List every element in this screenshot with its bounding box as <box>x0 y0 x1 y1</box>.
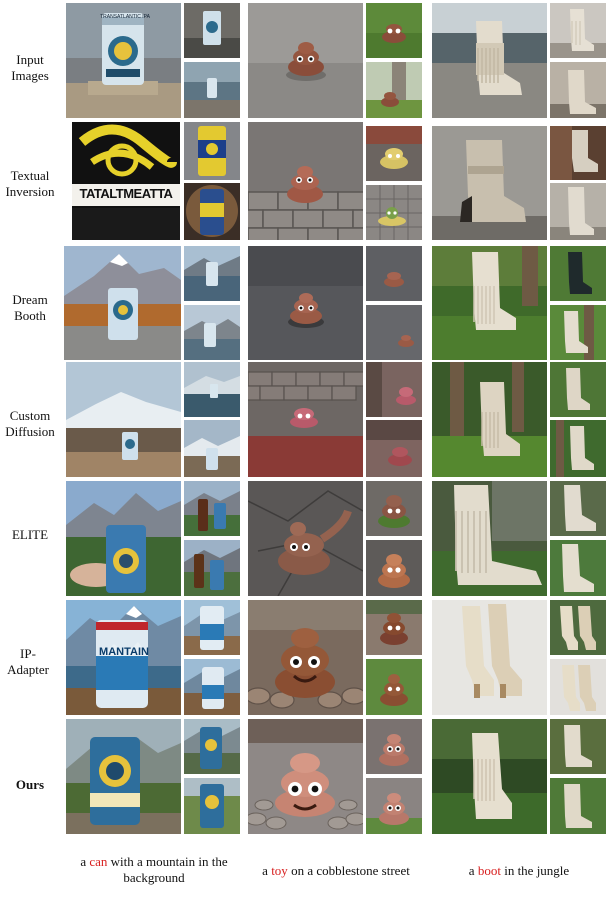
elite-boot-thumb-2 <box>550 540 606 596</box>
row-label-elite: ELITE <box>11 527 49 542</box>
custom-diffusion-boot-main-image <box>432 362 547 477</box>
ours-toy-thumb-1 <box>366 719 422 774</box>
input-toy-main-image <box>248 3 363 118</box>
caption-toy: a toy on a cobblestone street <box>262 863 410 878</box>
ours-can-thumb-1 <box>184 719 240 774</box>
ours-can-thumb-2 <box>184 778 240 834</box>
row-label-ours: Ours <box>15 777 45 792</box>
input-boot-thumb-2 <box>550 62 606 118</box>
input-toy-thumb-1 <box>366 3 422 58</box>
input-can-thumb-2 <box>184 62 240 118</box>
custom-diffusion-toy-thumb-1 <box>366 362 422 417</box>
textual-inversion-can-thumb-1 <box>184 122 240 180</box>
caption-toy-highlight: toy <box>271 863 288 878</box>
ours-toy-main-image <box>248 719 363 834</box>
dream-booth-boot-thumb-1 <box>550 246 606 301</box>
ip-adapter-toy-thumb-1 <box>366 600 422 655</box>
input-boot-thumb-1 <box>550 3 606 58</box>
input-boot-main-image <box>432 3 547 118</box>
input-toy-thumb-2 <box>366 62 422 118</box>
elite-toy-thumb-1 <box>366 481 422 536</box>
textual-inversion-can-text: TATALTMEATTA <box>79 186 173 201</box>
custom-diffusion-toy-thumb-2 <box>366 420 422 477</box>
textual-inversion-toy-thumb-1 <box>366 126 422 181</box>
ip-adapter-can-thumb-2 <box>184 659 240 715</box>
elite-boot-thumb-1 <box>550 481 606 536</box>
textual-inversion-boot-thumb-2 <box>550 183 606 240</box>
ip-adapter-can-main-image <box>66 600 181 715</box>
input-can-thumb-1 <box>184 3 240 58</box>
row-label-ip-adapter: IP-Adapter <box>7 646 49 677</box>
input-can-main-image <box>66 3 181 118</box>
textual-inversion-boot-thumb-1 <box>550 126 606 180</box>
textual-inversion-toy-main-image <box>248 122 363 240</box>
custom-diffusion-toy-main-image <box>248 362 363 477</box>
ours-boot-thumb-2 <box>550 778 606 834</box>
elite-can-thumb-1 <box>184 481 240 536</box>
ip-adapter-toy-thumb-2 <box>366 659 422 715</box>
ip-adapter-can-text: MANTAIN <box>99 646 149 658</box>
custom-diffusion-boot-thumb-1 <box>550 362 606 417</box>
dream-booth-toy-thumb-2 <box>366 305 422 360</box>
elite-toy-main-image <box>248 481 363 596</box>
row-label-input-images: Input Images <box>11 52 49 83</box>
textual-inversion-can-main-image <box>72 122 180 240</box>
textual-inversion-toy-thumb-2 <box>366 185 422 240</box>
ip-adapter-can-thumb-1 <box>184 600 240 655</box>
elite-toy-thumb-2 <box>366 540 422 596</box>
caption-boot: a boot in the jungle <box>468 863 570 878</box>
custom-diffusion-can-thumb-2 <box>184 420 240 477</box>
caption-can-highlight: can <box>89 854 108 869</box>
row-label-textual-inversion: Textual Inversion <box>5 168 55 199</box>
ours-boot-main-image <box>432 719 547 834</box>
ip-adapter-boot-main-image <box>432 600 547 715</box>
textual-inversion-boot-main-image <box>432 126 547 240</box>
dream-booth-boot-main-image <box>432 246 547 360</box>
ours-toy-thumb-2 <box>366 778 422 834</box>
ip-adapter-boot-thumb-2 <box>550 659 606 715</box>
custom-diffusion-boot-thumb-2 <box>550 420 606 477</box>
ip-adapter-boot-thumb-1 <box>550 600 606 655</box>
dream-booth-can-main-image <box>64 246 181 360</box>
row-label-custom-diffusion: Custom Diffusion <box>5 408 55 439</box>
ip-adapter-toy-main-image <box>248 600 363 715</box>
dream-booth-toy-main-image <box>248 246 363 360</box>
caption-boot-highlight: boot <box>477 863 501 878</box>
custom-diffusion-can-main-image <box>66 362 181 477</box>
custom-diffusion-can-thumb-1 <box>184 362 240 417</box>
dream-booth-can-thumb-1 <box>184 246 240 301</box>
dream-booth-boot-thumb-2 <box>550 305 606 360</box>
input-can-text: TRANSATLANTIC IPA <box>100 14 150 20</box>
elite-can-main-image <box>66 481 181 596</box>
elite-can-thumb-2 <box>184 540 240 596</box>
elite-boot-main-image <box>432 481 547 596</box>
dream-booth-can-thumb-2 <box>184 305 240 360</box>
row-label-dream-booth: Dream Booth <box>12 292 48 323</box>
textual-inversion-can-thumb-2 <box>184 183 240 240</box>
ours-can-main-image <box>66 719 181 834</box>
caption-can: a can with a mountain in the background <box>80 854 228 885</box>
ours-boot-thumb-1 <box>550 719 606 774</box>
dream-booth-toy-thumb-1 <box>366 246 422 301</box>
